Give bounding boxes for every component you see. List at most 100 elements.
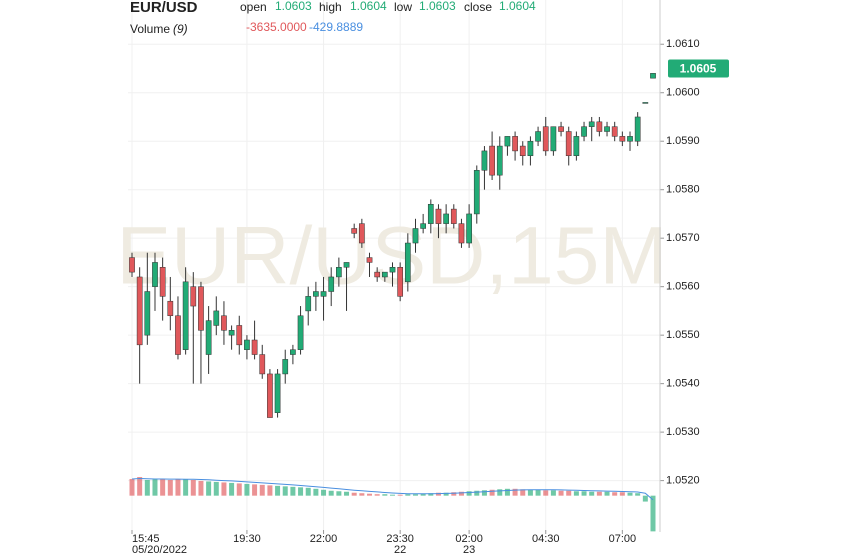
candle-body bbox=[251, 339, 258, 355]
volume-bar bbox=[167, 479, 173, 496]
candle-body bbox=[435, 208, 442, 224]
volume-bar bbox=[527, 489, 533, 496]
volume-bar bbox=[290, 486, 296, 496]
x-tick-label: 15:45 bbox=[132, 533, 160, 545]
volume-bar bbox=[190, 479, 196, 496]
candle-body bbox=[320, 291, 327, 297]
volume-bar bbox=[412, 494, 418, 496]
candle-body bbox=[596, 121, 603, 132]
x-tick-label: 02:00 bbox=[455, 533, 483, 545]
candle-body bbox=[336, 267, 342, 278]
x-tick-sublabel: 23 bbox=[463, 544, 475, 556]
candle-body bbox=[458, 223, 465, 244]
volume-bar bbox=[221, 482, 227, 496]
volume-bar bbox=[313, 488, 319, 496]
volume-bar bbox=[558, 490, 564, 496]
candle-body bbox=[481, 150, 488, 171]
candle-body bbox=[550, 126, 557, 152]
ohlc-value: 1.0603 bbox=[419, 0, 456, 13]
volume-bar bbox=[466, 491, 472, 496]
volume-bar bbox=[497, 489, 503, 496]
volume-bar bbox=[259, 484, 265, 496]
candle-body bbox=[190, 286, 197, 307]
volume-bar bbox=[504, 488, 510, 496]
volume-bar bbox=[305, 487, 311, 496]
volume-bar bbox=[520, 489, 526, 496]
candle-body bbox=[466, 213, 472, 244]
candle-body bbox=[290, 349, 296, 355]
volume-bar bbox=[183, 479, 189, 496]
candle-body bbox=[374, 271, 381, 278]
candle-body bbox=[297, 315, 304, 350]
volume-bar bbox=[573, 491, 579, 496]
x-tick-label: 19:30 bbox=[233, 533, 261, 545]
volume-bar bbox=[382, 494, 388, 496]
volume-bar bbox=[604, 491, 610, 496]
candle-body bbox=[489, 145, 495, 176]
volume-bar bbox=[543, 490, 549, 496]
candle-body bbox=[228, 330, 235, 336]
x-tick-sublabel: 22 bbox=[394, 544, 406, 556]
ohlc-value: 1.0603 bbox=[275, 0, 312, 13]
candle-body bbox=[519, 145, 526, 157]
candle-body bbox=[328, 276, 335, 292]
ohlc-value: 1.0604 bbox=[499, 0, 536, 13]
candle-body bbox=[542, 126, 549, 152]
volume-bar bbox=[390, 494, 395, 496]
last-price-label: 1.0605 bbox=[680, 62, 717, 76]
candle-body bbox=[359, 223, 365, 244]
volume-bar bbox=[443, 492, 449, 496]
volume-bar bbox=[619, 492, 625, 496]
candle-body bbox=[443, 213, 449, 224]
candle-body bbox=[343, 262, 350, 268]
volume-bar bbox=[144, 479, 150, 496]
volume-bar bbox=[252, 484, 258, 496]
candle-body bbox=[404, 242, 411, 283]
candle-body bbox=[450, 208, 457, 224]
y-tick-label: 1.0530 bbox=[666, 426, 700, 438]
volume-bar bbox=[596, 491, 602, 496]
candle-body bbox=[565, 131, 572, 157]
candle-body bbox=[366, 257, 373, 263]
y-tick-label: 1.0600 bbox=[666, 87, 700, 99]
volume-bar bbox=[627, 492, 633, 496]
volume-bar bbox=[550, 490, 556, 496]
y-tick-label: 1.0520 bbox=[666, 475, 700, 487]
volume-bar bbox=[236, 483, 242, 496]
candle-body bbox=[427, 203, 434, 224]
candle-body bbox=[420, 223, 426, 229]
candle-body bbox=[496, 145, 503, 176]
candle-body bbox=[182, 281, 189, 350]
candle-body bbox=[535, 131, 541, 142]
candle-body bbox=[129, 257, 135, 273]
y-tick-label: 1.0580 bbox=[666, 184, 700, 196]
candle-body bbox=[504, 136, 511, 147]
volume-bar bbox=[435, 492, 441, 496]
candle-body bbox=[175, 315, 181, 355]
candle-body bbox=[573, 136, 580, 157]
candle-body bbox=[627, 136, 633, 142]
volume-bar bbox=[206, 481, 212, 496]
candle-body bbox=[313, 291, 319, 297]
y-tick-label: 1.0570 bbox=[666, 232, 700, 244]
volume-bar bbox=[275, 485, 281, 496]
candle-body bbox=[634, 116, 641, 142]
volume-bar bbox=[481, 490, 487, 496]
x-tick-label: 22:00 bbox=[310, 533, 338, 545]
volume-bar bbox=[344, 491, 350, 496]
volume-bar bbox=[213, 481, 219, 496]
candle-body bbox=[619, 136, 626, 142]
volume-bar bbox=[367, 493, 373, 496]
candle-body bbox=[527, 140, 534, 157]
candle-body bbox=[581, 126, 587, 137]
volume-ma-line bbox=[131, 477, 654, 501]
candle-body bbox=[512, 136, 518, 152]
candle-body bbox=[611, 126, 618, 137]
candle-body bbox=[282, 359, 289, 375]
candle-body bbox=[412, 228, 419, 244]
ohlc-label: high bbox=[319, 0, 342, 14]
volume-bar bbox=[351, 492, 357, 496]
x-tick-sublabel: 05/20/2022 bbox=[132, 544, 187, 556]
